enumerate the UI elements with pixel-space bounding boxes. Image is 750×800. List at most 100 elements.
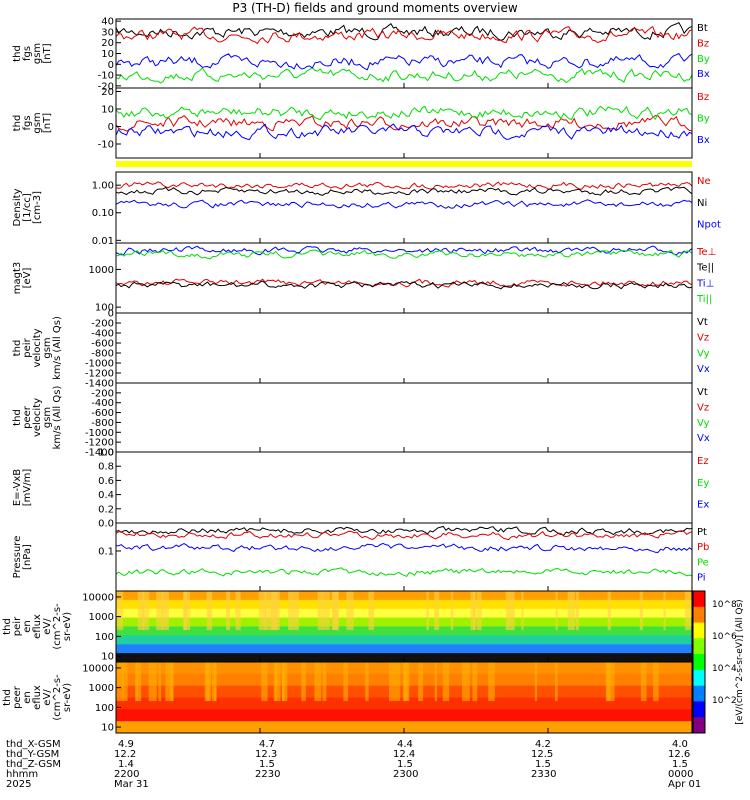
- spectrogram-feature: [261, 662, 268, 702]
- panel-frame: [115, 312, 693, 384]
- spectrogram-feature: [450, 591, 454, 631]
- y-tick-label: 1.00: [92, 181, 114, 192]
- y-axis-label: thd: [12, 409, 23, 426]
- spectrogram-band: [116, 617, 692, 627]
- spectrogram-feature: [462, 662, 470, 702]
- spectrogram-feature: [434, 662, 437, 702]
- y-tick-label: -800: [91, 418, 114, 429]
- xaxis-col-x: 4.9: [118, 739, 134, 750]
- xaxis-col-y: 12.3: [255, 749, 278, 760]
- spectrogram-feature: [442, 662, 450, 702]
- y-axis-label: thd: [2, 618, 13, 635]
- y-tick-label: 0.01: [92, 236, 114, 247]
- legend-By: By: [697, 113, 710, 124]
- spectrogram-feature: [282, 662, 288, 702]
- xaxis-row-label: thd_Y-GSM: [6, 749, 60, 760]
- y-tick-label: -200: [91, 319, 114, 330]
- y-tick-label: -20: [98, 81, 114, 92]
- y-tick-label: 1.0: [98, 448, 114, 459]
- y-tick-label: 10: [101, 652, 114, 663]
- xaxis-col-x: 4.4: [397, 739, 413, 750]
- legend-Vx: Vx: [697, 433, 710, 444]
- series-line-By: [115, 66, 693, 84]
- xaxis-col-hhmm: 0000: [668, 769, 694, 780]
- spectrogram-feature: [135, 662, 138, 702]
- spectrogram-feature: [473, 591, 476, 631]
- y-tick-label: -800: [91, 349, 114, 360]
- legend-Vy: Vy: [697, 348, 710, 359]
- legend-Ey: Ey: [697, 478, 709, 489]
- xaxis-row-label: thd_X-GSM: [6, 739, 61, 750]
- y-axis-label: sr-eV): [62, 683, 73, 712]
- colorbar-tick-label: 10^6: [712, 632, 737, 642]
- legend-Pi: Pi: [697, 572, 706, 583]
- y-tick-label: 10000: [82, 663, 114, 674]
- y-tick-label: 0: [108, 122, 114, 133]
- legend-Pb: Pb: [697, 542, 709, 553]
- xaxis-col-hhmm: 2330: [531, 769, 557, 780]
- xaxis-row-label: hhmm: [6, 769, 39, 780]
- spectrogram-feature: [117, 591, 124, 631]
- spectrogram-feature: [291, 591, 299, 631]
- xaxis-col-x: 4.2: [535, 739, 551, 750]
- spectrogram-feature: [274, 662, 281, 702]
- spectrogram-feature: [402, 662, 406, 702]
- legend-Ni: Ni: [697, 198, 707, 209]
- series-line-By: [115, 105, 693, 121]
- series-line-Bz: [115, 25, 693, 45]
- legend-Ti||: Ti||: [696, 294, 712, 305]
- series-line-Npot: [115, 199, 693, 209]
- spectrogram-feature: [555, 662, 558, 702]
- y-axis-label: [eV]: [22, 268, 33, 289]
- colorbar-band: [693, 669, 705, 687]
- legend-Vy: Vy: [697, 418, 710, 429]
- spectrogram-feature: [640, 662, 647, 702]
- y-axis-label: Pressure: [12, 536, 23, 579]
- spectrogram-feature: [505, 591, 510, 631]
- y-tick-label: 1000: [89, 265, 114, 276]
- series-line-Pb: [115, 530, 693, 541]
- y-axis-label: peer: [12, 685, 23, 709]
- series-line-Ti||: [115, 249, 693, 260]
- legend-Bz: Bz: [697, 38, 709, 49]
- y-axis-label: Density: [12, 188, 23, 226]
- y-axis-label: km/s (All Qs): [52, 386, 63, 450]
- spectrogram-feature: [136, 662, 142, 702]
- spectrogram-feature: [607, 591, 611, 631]
- spectrogram-band: [116, 635, 692, 645]
- legend-Ez: Ez: [697, 456, 709, 467]
- colorbar-band: [693, 654, 705, 671]
- y-axis-label: thd: [12, 340, 23, 357]
- legend-By: By: [697, 54, 710, 65]
- y-axis-label: gsm: [32, 112, 43, 133]
- y-tick-label: 0: [108, 309, 114, 320]
- colorbar-frame: [692, 590, 706, 734]
- colorbar-tick-label: 10^2: [712, 696, 737, 706]
- y-tick-label: 100: [95, 703, 114, 714]
- y-tick-label: 0.10: [92, 208, 114, 219]
- y-axis-label: (cm^2-s-: [52, 603, 63, 650]
- y-axis-label: peer: [22, 405, 33, 429]
- y-tick-label: 20: [101, 87, 114, 98]
- y-tick-label: 100: [95, 303, 114, 314]
- y-tick-label: 0.2: [98, 504, 114, 515]
- series-line-Ti⊥: [115, 245, 693, 256]
- spectrogram-feature: [606, 662, 615, 702]
- spectrogram-feature: [555, 591, 558, 631]
- spectrogram-feature: [575, 591, 579, 631]
- spectrogram-feature: [567, 591, 575, 631]
- spectrogram-feature: [156, 591, 164, 631]
- xaxis-col-date: Apr 01: [668, 779, 702, 790]
- y-axis-label: thd: [12, 45, 23, 62]
- spectrogram-feature: [325, 591, 330, 631]
- spectrogram-feature: [258, 591, 267, 631]
- spectrogram-feature: [301, 662, 306, 702]
- spectrogram-feature: [404, 662, 408, 702]
- spectrogram-feature: [161, 591, 167, 631]
- xaxis-col-z: 1.5: [259, 759, 275, 770]
- panel-frame: [115, 87, 693, 159]
- spectrogram-feature: [166, 591, 169, 631]
- panel-frame: [115, 451, 693, 524]
- spectrogram-feature: [182, 591, 187, 631]
- spectrogram-band: [116, 599, 692, 610]
